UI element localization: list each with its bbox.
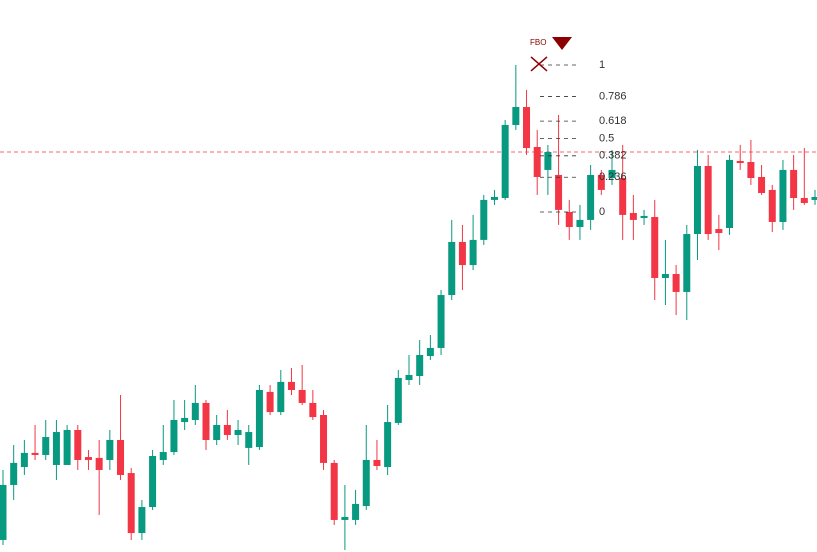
candle-body [255, 390, 263, 448]
candle-body [405, 375, 413, 381]
fib-level-label: 0.5 [599, 132, 614, 144]
candle-body [245, 432, 253, 448]
candle-body [20, 452, 28, 468]
candle-body [277, 381, 285, 413]
candle-body [31, 452, 39, 455]
candle-body [330, 462, 338, 520]
fib-anchor-marker [530, 56, 548, 72]
candle-body [608, 169, 616, 179]
candle-body [127, 473, 135, 534]
candle-body [672, 274, 680, 292]
candle-body [768, 189, 776, 222]
candle-body [469, 239, 477, 266]
candle-body [266, 391, 274, 413]
candle-body [693, 165, 701, 235]
candle-body [159, 452, 167, 460]
candle-body [555, 174, 563, 210]
candle-body [726, 159, 734, 229]
candle-body [544, 152, 552, 170]
candle-body [779, 169, 787, 222]
candle-body [758, 176, 766, 194]
candle-body [191, 402, 199, 420]
candle-body [52, 432, 60, 465]
candle-body [597, 174, 605, 190]
fib-level-label: 0.382 [599, 150, 627, 162]
fib-label: FBO [530, 38, 546, 47]
candle-body [629, 213, 637, 220]
candle-body [0, 484, 7, 540]
fib-level-label: 0.236 [599, 171, 627, 183]
fib-level-label: 0.786 [599, 90, 627, 102]
candle-body [181, 417, 189, 423]
candle-body [223, 424, 231, 435]
candle-body [448, 241, 456, 296]
candle-body [202, 402, 210, 440]
candle-body [501, 124, 509, 199]
fib-signal-arrow [552, 36, 572, 50]
candle-body [138, 507, 146, 534]
candle-body [298, 390, 306, 403]
candle-body [63, 429, 71, 465]
candle-body [384, 422, 392, 468]
candle-body [704, 165, 712, 235]
candle-body [651, 216, 659, 278]
candle-body [352, 503, 360, 520]
candle-body [640, 215, 648, 219]
candle-body [437, 295, 445, 348]
candle-body [426, 347, 434, 357]
candle-body [84, 457, 92, 460]
candle-body [149, 456, 157, 508]
fib-level-label: 1 [599, 59, 605, 71]
candle-body [576, 219, 584, 227]
candle-body [715, 229, 723, 234]
candle-body [811, 196, 817, 200]
candle-body [800, 198, 808, 204]
candle-body [458, 241, 466, 266]
candle-body [170, 419, 178, 453]
candle-body [106, 439, 114, 460]
fib-level-label: 0.618 [599, 115, 627, 127]
candle-body [74, 429, 82, 460]
candle-body [234, 429, 242, 435]
candle-body [480, 199, 488, 240]
candle-body [736, 160, 744, 164]
candle-body [213, 424, 221, 440]
candle-body [619, 178, 627, 215]
candle-body [341, 517, 349, 520]
candle-body [523, 107, 531, 149]
candle-body [373, 459, 381, 467]
candle-body [10, 462, 18, 485]
fib-level-label: 0 [599, 206, 605, 218]
candle-body [309, 402, 317, 418]
candle-body [95, 457, 103, 470]
candle-body [394, 377, 402, 423]
candle-body [287, 381, 295, 391]
candle-body [362, 459, 370, 506]
candle-body [416, 355, 424, 377]
candle-body [533, 147, 541, 177]
candle-body [42, 437, 50, 455]
candle-body [790, 169, 798, 199]
candle-body [587, 174, 595, 220]
candle-body [490, 196, 498, 200]
candle-body [683, 234, 691, 292]
candle-body [117, 439, 125, 475]
candle-body [565, 211, 573, 227]
candle-body [512, 107, 520, 125]
candle-body [661, 274, 669, 278]
candle-body [320, 414, 328, 463]
candle-body [747, 161, 755, 179]
